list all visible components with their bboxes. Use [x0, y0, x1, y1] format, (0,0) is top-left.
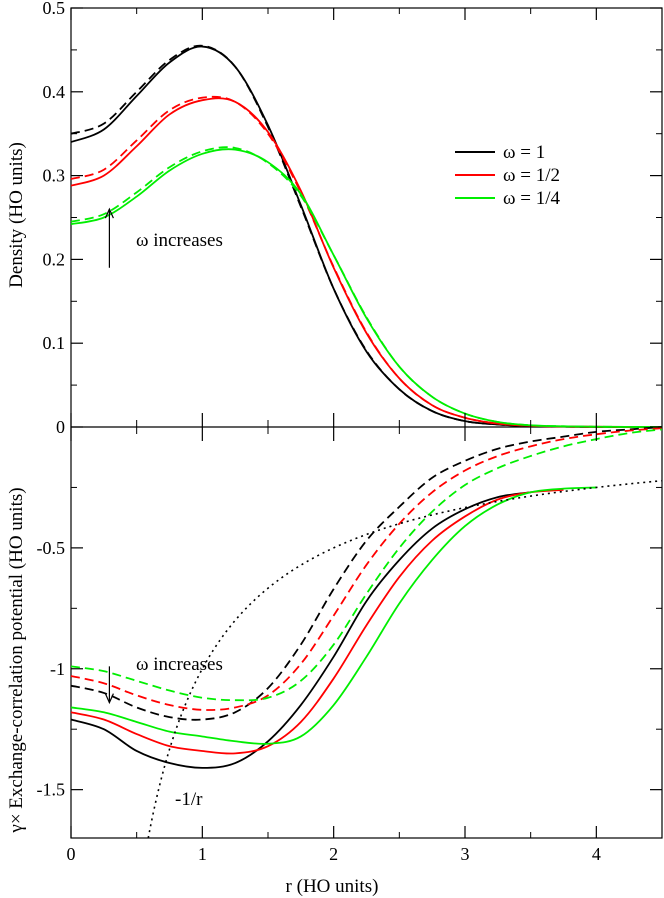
plot-border	[70, 7, 663, 839]
density-series-omega-1-4-solid	[70, 148, 663, 428]
legend-label-omega-1-2: ω = 1/2	[503, 165, 560, 186]
y-tick-label-density: 0.5	[43, 0, 66, 18]
y-tick-label-density: 0.1	[43, 333, 66, 353]
series-layer	[70, 44, 663, 839]
density-series-omega-1-2-dashed	[70, 95, 663, 428]
density-series-omega-1-4-dashed	[70, 146, 663, 428]
y-tick-label-potential: -1.5	[37, 780, 66, 800]
x-tick-label: 0	[67, 844, 76, 864]
y-axis-title-density: Density (HO units)	[6, 142, 27, 288]
potential-arrow-head	[104, 693, 114, 705]
density-series-omega-1-2-solid	[70, 97, 663, 428]
x-tick-label: 3	[461, 844, 470, 864]
x-tick-label: 4	[592, 844, 601, 864]
annotation-density-omega-increases: ω increases	[136, 230, 223, 251]
tick-layer	[70, 7, 662, 838]
potential-series-coulomb-dotted	[147, 479, 663, 839]
legend: ω = 1 ω = 1/2 ω = 1/4	[455, 142, 561, 209]
y-tick-label-potential: -0.5	[37, 538, 66, 558]
density-arrow-head	[104, 207, 114, 219]
potential-series-omega-1-2-dashed	[70, 427, 663, 711]
potential-series-omega-1-solid	[70, 491, 531, 769]
annotation-potential-omega-increases: ω increases	[136, 654, 223, 675]
label-layer: 0 1 2 3 4 0 0.1 0.2 0.3 0.4 0.5 -0.5 -1 -1.5	[37, 0, 601, 864]
x-tick-label: 1	[198, 844, 207, 864]
legend-label-omega-1: ω = 1	[503, 142, 545, 163]
y-tick-label-density: 0.2	[43, 249, 66, 269]
potential-series-omega-1-4-dashed	[70, 428, 663, 702]
coulomb-label: -1/r	[175, 789, 203, 810]
plot-frame	[70, 7, 663, 839]
y-tick-label-potential: -1	[50, 659, 65, 679]
legend-label-omega-1-4: ω = 1/4	[503, 188, 561, 209]
potential-series-omega-1-2-solid	[70, 488, 564, 755]
y-tick-label-density: 0.3	[43, 166, 66, 186]
x-axis-title: r (HO units)	[286, 876, 379, 897]
y-axis-title-potential: γ× Exchange-correlation potential (HO un…	[6, 487, 27, 833]
y-tick-label-density: 0.4	[43, 82, 66, 102]
x-tick-label: 2	[329, 844, 338, 864]
potential-series-omega-1-dashed	[70, 426, 663, 721]
y-tick-label-density: 0	[56, 417, 65, 437]
